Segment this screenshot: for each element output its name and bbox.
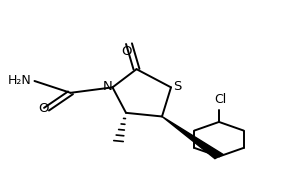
Text: O: O	[38, 102, 49, 115]
Text: S: S	[173, 80, 182, 93]
Text: O: O	[121, 45, 131, 58]
Polygon shape	[162, 116, 223, 159]
Text: N: N	[103, 80, 113, 93]
Text: Cl: Cl	[214, 93, 226, 106]
Text: H₂N: H₂N	[8, 74, 32, 88]
